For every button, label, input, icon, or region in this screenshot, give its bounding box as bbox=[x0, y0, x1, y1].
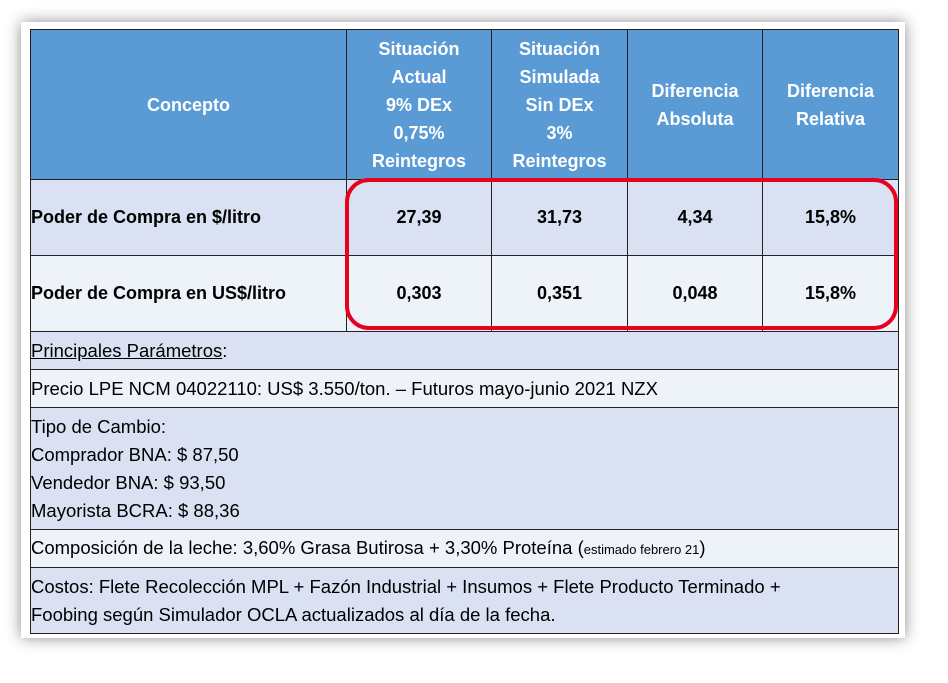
value-actual: 0,303 bbox=[346, 255, 492, 332]
composicion-row: Composición de la leche: 3,60% Grasa But… bbox=[30, 529, 899, 568]
header-concepto: Concepto bbox=[30, 29, 347, 180]
header-situacion-actual: Situación Actual 9% DEx 0,75% Reintegros bbox=[346, 29, 492, 180]
row-label: Poder de Compra en $/litro bbox=[30, 179, 347, 256]
value-diferencia-relativa: 15,8% bbox=[762, 179, 899, 256]
value-actual: 27,39 bbox=[346, 179, 492, 256]
costos-line-2: Foobing según Simulador OCLA actualizado… bbox=[31, 603, 556, 625]
tipo-cambio-title: Tipo de Cambio: bbox=[31, 415, 167, 437]
mayorista-bcra: Mayorista BCRA: $ 88,36 bbox=[31, 499, 240, 521]
tipo-cambio-row: Tipo de Cambio: Comprador BNA: $ 87,50 V… bbox=[30, 407, 899, 530]
costos-block: Costos: Flete Recolección MPL + Fazón In… bbox=[30, 567, 899, 634]
comprador-bna: Comprador BNA: $ 87,50 bbox=[31, 443, 239, 465]
comparison-table: Concepto Situación Actual 9% DEx 0,75% R… bbox=[30, 29, 899, 634]
value-simulada: 0,351 bbox=[491, 255, 628, 332]
value-diferencia-absoluta: 0,048 bbox=[627, 255, 763, 332]
value-diferencia-absoluta: 4,34 bbox=[627, 179, 763, 256]
header-diferencia-relativa: Diferencia Relativa bbox=[762, 29, 899, 180]
precio-row: Precio LPE NCM 04022110: US$ 3.550/ton. … bbox=[30, 369, 899, 408]
composicion-note: estimado febrero 21 bbox=[583, 541, 700, 557]
row-label: Poder de Compra en US$/litro bbox=[30, 255, 347, 332]
header-situacion-simulada: Situación Simulada Sin DEx 3% Reintegros bbox=[491, 29, 628, 180]
composicion-text: Composición de la leche: 3,60% Grasa But… bbox=[30, 529, 899, 568]
value-simulada: 31,73 bbox=[491, 179, 628, 256]
precio-text: Precio LPE NCM 04022110: US$ 3.550/ton. … bbox=[30, 369, 899, 408]
params-title-row: Principales Parámetros: bbox=[30, 331, 899, 370]
params-title: Principales Parámetros: bbox=[30, 331, 899, 370]
header-row: Concepto Situación Actual 9% DEx 0,75% R… bbox=[30, 29, 899, 180]
table-row: Poder de Compra en US$/litro 0,303 0,351… bbox=[30, 255, 899, 332]
costos-line-1: Costos: Flete Recolección MPL + Fazón In… bbox=[31, 575, 781, 597]
value-diferencia-relativa: 15,8% bbox=[762, 255, 899, 332]
vendedor-bna: Vendedor BNA: $ 93,50 bbox=[31, 471, 226, 493]
tipo-cambio-block: Tipo de Cambio: Comprador BNA: $ 87,50 V… bbox=[30, 407, 899, 530]
header-diferencia-absoluta: Diferencia Absoluta bbox=[627, 29, 763, 180]
costos-row: Costos: Flete Recolección MPL + Fazón In… bbox=[30, 567, 899, 634]
table-row: Poder de Compra en $/litro 27,39 31,73 4… bbox=[30, 179, 899, 256]
